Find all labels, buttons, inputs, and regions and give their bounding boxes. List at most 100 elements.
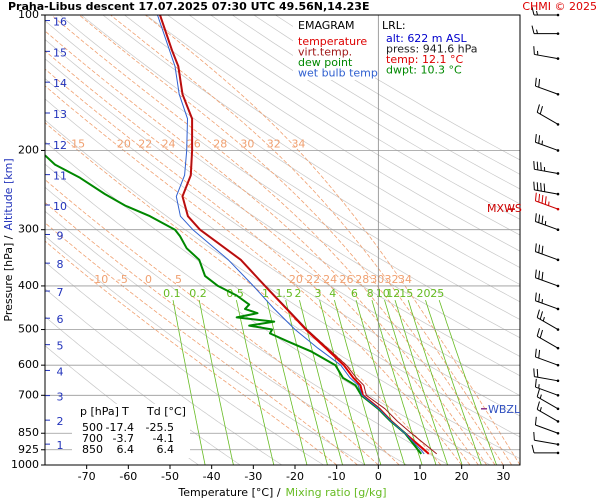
moist-adiabat bbox=[45, 179, 400, 465]
x-tick-label: -20 bbox=[286, 470, 304, 483]
x-axis-label: Temperature [°C] / Mixing ratio [g/kg] bbox=[177, 486, 386, 499]
altitude-label: 15 bbox=[53, 46, 67, 59]
altitude-label: 12 bbox=[53, 139, 67, 152]
altitude-label: 16 bbox=[53, 16, 67, 29]
wind-barb bbox=[536, 388, 559, 410]
mixing-ratio-label: 12 bbox=[386, 287, 400, 300]
lrl-box bbox=[379, 17, 471, 80]
y-label: Pressure [hPa] / bbox=[2, 235, 15, 321]
wind-barb bbox=[534, 378, 559, 396]
wind-barb bbox=[533, 368, 559, 382]
y-tick-label: 925 bbox=[18, 443, 39, 456]
dry-adiabat bbox=[188, 15, 520, 220]
altitude-label: 2 bbox=[57, 415, 64, 428]
adiabat-label: 26 bbox=[340, 273, 354, 286]
wind-base bbox=[556, 192, 560, 196]
plot-frame bbox=[44, 14, 521, 466]
wind-base bbox=[556, 431, 560, 435]
wind-base bbox=[556, 307, 560, 311]
wind-barb bbox=[534, 243, 559, 261]
lrl-line: alt: 622 m ASL bbox=[386, 32, 468, 45]
altitude-label: 5 bbox=[57, 340, 64, 353]
mixing-ratio-label: 8 bbox=[367, 287, 374, 300]
lrl-title: LRL: bbox=[382, 19, 406, 32]
wind-barb bbox=[531, 444, 558, 454]
profile-line bbox=[44, 154, 423, 455]
adiabat-label: 28 bbox=[213, 137, 227, 150]
y-tick-label: 200 bbox=[18, 143, 39, 156]
altitude-label: 7 bbox=[57, 286, 64, 299]
altitude-label: 8 bbox=[57, 258, 64, 271]
adiabat-label: 22 bbox=[138, 137, 152, 150]
wind-barb bbox=[533, 181, 559, 195]
adiabat-label: 24 bbox=[323, 273, 337, 286]
mixing-ratio-label: 3 bbox=[315, 287, 322, 300]
wind-barb bbox=[531, 6, 558, 16]
altitude-label: 13 bbox=[53, 108, 67, 121]
mixing-ratio-line bbox=[438, 299, 497, 465]
adiabat-label: 34 bbox=[291, 137, 305, 150]
adiabat-label: 30 bbox=[240, 137, 254, 150]
wind-barb bbox=[534, 348, 559, 366]
legend-entry: virt.temp. bbox=[298, 46, 352, 59]
altitude-label: 14 bbox=[53, 77, 67, 90]
table-cell: 6.4 bbox=[117, 443, 135, 456]
mixing-ratio-line bbox=[425, 299, 482, 465]
y-tick-label: 400 bbox=[18, 279, 39, 292]
adiabat-label: 22 bbox=[306, 273, 320, 286]
wind-base bbox=[556, 258, 560, 262]
table-cell: 850 bbox=[82, 443, 103, 456]
legend-entry: temperature bbox=[298, 35, 367, 48]
y-tick-label: 600 bbox=[18, 358, 39, 371]
table-header: p [hPa] bbox=[80, 405, 119, 418]
y-axis-label: Pressure [hPa] / Altitude [km] bbox=[2, 158, 15, 321]
adiabat-label: 30 bbox=[370, 273, 384, 286]
wind-base bbox=[556, 451, 560, 455]
wind-barb bbox=[531, 25, 558, 35]
altitude-label: 1 bbox=[57, 439, 64, 452]
wind-base bbox=[556, 379, 560, 383]
y-tick-label: 1000 bbox=[11, 458, 39, 471]
wind-barb bbox=[536, 309, 559, 330]
wind-barb bbox=[534, 292, 559, 310]
mixing-ratio-label: 15 bbox=[399, 287, 413, 300]
wind-base bbox=[556, 92, 560, 96]
altitude-label: 9 bbox=[57, 229, 64, 242]
x-tick-label: 10 bbox=[413, 470, 427, 483]
adiabat-label: 24 bbox=[162, 137, 176, 150]
mixing-ratio-line bbox=[266, 300, 308, 465]
wind-base bbox=[556, 328, 560, 331]
legend-entry: wet bulb temp. bbox=[298, 67, 381, 80]
mixing-ratio-line bbox=[334, 299, 382, 465]
wind-base bbox=[556, 420, 560, 423]
table-cell: -25.5 bbox=[146, 421, 174, 434]
x-tick-label: 30 bbox=[496, 470, 510, 483]
table-box bbox=[72, 404, 190, 458]
dry-adiabat bbox=[45, 58, 520, 377]
altitude-label: 10 bbox=[53, 200, 67, 213]
wind-base bbox=[556, 149, 560, 152]
x-tick-label: -50 bbox=[161, 470, 179, 483]
wind-barb bbox=[533, 161, 559, 174]
mixing-ratio-label: 0.1 bbox=[163, 287, 181, 300]
adiabat-label: 20 bbox=[289, 273, 303, 286]
lrl-line: dwpt: 10.3 °C bbox=[386, 64, 462, 77]
adiabat-label: 26 bbox=[187, 137, 201, 150]
mixing-ratio-label: 4 bbox=[329, 287, 336, 300]
y-tick-label: 850 bbox=[18, 426, 39, 439]
altitude-label: 3 bbox=[57, 391, 64, 404]
table-header: Td [°C] bbox=[146, 405, 186, 418]
dry-adiabat bbox=[167, 15, 520, 236]
wind-base bbox=[556, 57, 560, 60]
wind-base bbox=[556, 363, 560, 367]
wind-base bbox=[556, 228, 560, 232]
wind-base bbox=[556, 13, 560, 17]
mixing-ratio-line bbox=[394, 299, 449, 465]
altitude-label: 11 bbox=[53, 170, 67, 183]
wind-base bbox=[556, 123, 560, 126]
adiabat-label: 5 bbox=[175, 273, 182, 286]
altitude-label: 6 bbox=[57, 313, 64, 326]
wind-barb bbox=[536, 328, 559, 349]
wind-barb bbox=[534, 416, 559, 434]
lrl-line: press: 941.6 hPa bbox=[386, 43, 478, 56]
